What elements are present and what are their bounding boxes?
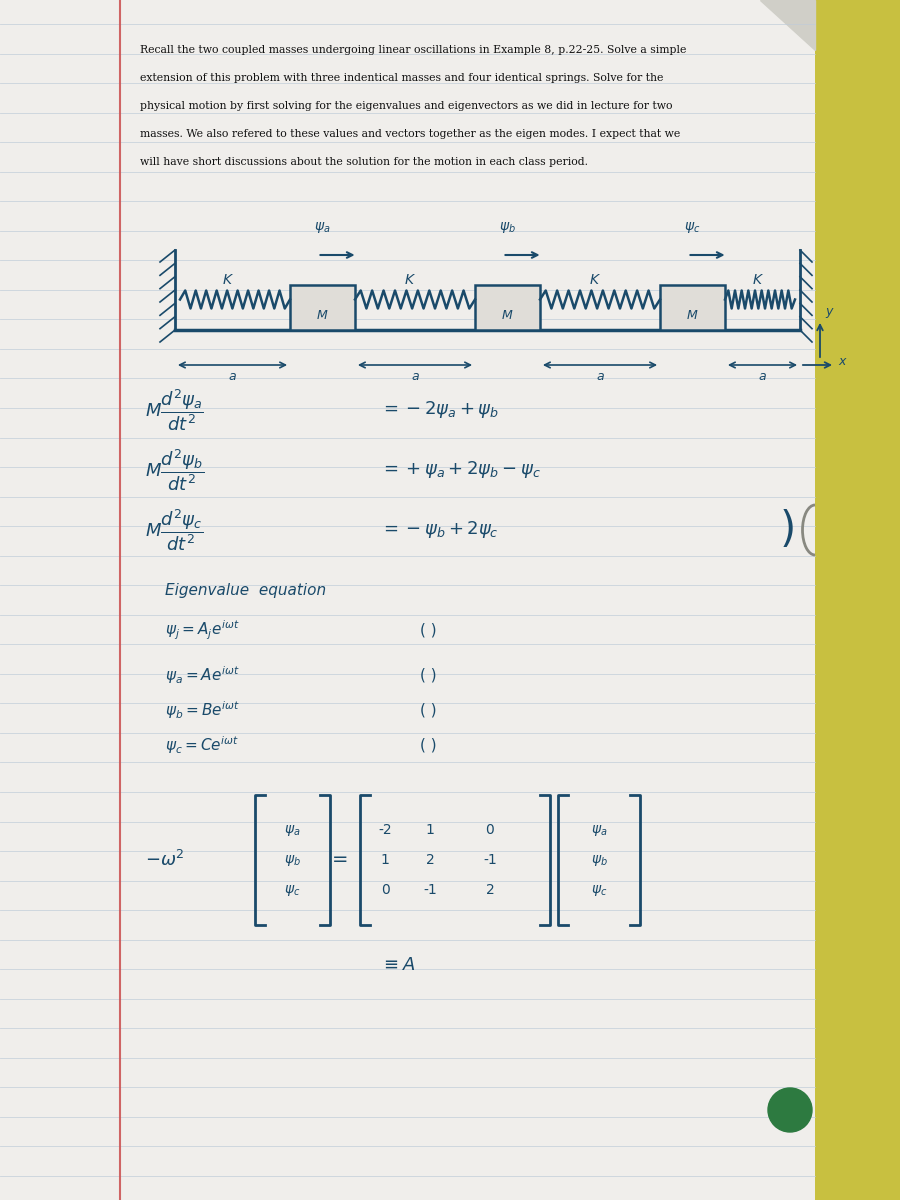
Text: 1: 1 (426, 823, 435, 838)
Text: ( ): ( ) (420, 667, 436, 683)
Text: ( ): ( ) (420, 623, 436, 637)
Text: a: a (596, 370, 604, 383)
Text: $-\omega^2$: $-\omega^2$ (145, 850, 184, 870)
Text: extension of this problem with three indentical masses and four identical spring: extension of this problem with three ind… (140, 73, 663, 83)
Text: $\psi_a$: $\psi_a$ (284, 822, 301, 838)
Text: $\psi_c$: $\psi_c$ (684, 220, 701, 235)
Text: $\psi_c$: $\psi_c$ (590, 882, 608, 898)
Text: $\psi_c$: $\psi_c$ (284, 882, 301, 898)
Text: -1: -1 (483, 853, 497, 866)
Text: $M\dfrac{d^2\psi_b}{dt^2}$: $M\dfrac{d^2\psi_b}{dt^2}$ (145, 448, 204, 493)
Text: ( ): ( ) (420, 702, 436, 718)
Text: $\psi_a$: $\psi_a$ (314, 220, 330, 235)
Text: =: = (332, 851, 348, 870)
Text: $\psi_b$: $\psi_b$ (284, 852, 301, 868)
Text: $M\dfrac{d^2\psi_a}{dt^2}$: $M\dfrac{d^2\psi_a}{dt^2}$ (145, 388, 204, 433)
Text: $\psi_b$: $\psi_b$ (590, 852, 608, 868)
Text: ( ): ( ) (420, 738, 436, 752)
Text: K: K (752, 274, 761, 288)
Text: Recall the two coupled masses undergoing linear oscillations in Example 8, p.22-: Recall the two coupled masses undergoing… (140, 44, 687, 55)
Text: y: y (825, 305, 833, 318)
Text: $\psi_b$: $\psi_b$ (500, 220, 516, 235)
Circle shape (768, 1088, 812, 1132)
Text: $\equiv A$: $\equiv A$ (380, 956, 415, 974)
Text: a: a (411, 370, 418, 383)
Text: x: x (838, 355, 845, 368)
Text: ): ) (780, 509, 796, 551)
Text: -2: -2 (378, 823, 392, 838)
Text: $= -\psi_b + 2\psi_c$: $= -\psi_b + 2\psi_c$ (380, 520, 499, 540)
Text: $\psi_c = Ce^{i\omega t}$: $\psi_c = Ce^{i\omega t}$ (165, 734, 239, 756)
Text: a: a (759, 370, 766, 383)
Text: Eigenvalue  equation: Eigenvalue equation (165, 582, 326, 598)
Text: masses. We also refered to these values and vectors together as the eigen modes.: masses. We also refered to these values … (140, 128, 680, 139)
Polygon shape (760, 0, 815, 50)
Text: a: a (229, 370, 237, 383)
Text: $\psi_a$: $\psi_a$ (590, 822, 608, 838)
Text: K: K (405, 274, 414, 288)
Text: M: M (687, 308, 698, 322)
Text: 0: 0 (486, 823, 494, 838)
Text: $= -2\psi_a + \psi_b$: $= -2\psi_a + \psi_b$ (380, 400, 500, 420)
Text: $M\dfrac{d^2\psi_c}{dt^2}$: $M\dfrac{d^2\psi_c}{dt^2}$ (145, 508, 203, 553)
Text: physical motion by first solving for the eigenvalues and eigenvectors as we did : physical motion by first solving for the… (140, 101, 672, 110)
Text: 1: 1 (381, 853, 390, 866)
Text: K: K (590, 274, 599, 288)
Text: $\psi_a = Ae^{i\omega t}$: $\psi_a = Ae^{i\omega t}$ (165, 664, 239, 686)
Bar (660, 284, 725, 330)
Text: 2: 2 (426, 853, 435, 866)
Text: $= +\psi_a + 2\psi_b - \psi_c$: $= +\psi_a + 2\psi_b - \psi_c$ (380, 460, 541, 480)
Text: 0: 0 (381, 883, 390, 898)
Text: $\psi_b = Be^{i\omega t}$: $\psi_b = Be^{i\omega t}$ (165, 700, 240, 721)
Text: M: M (317, 308, 328, 322)
Bar (290, 284, 355, 330)
Bar (475, 284, 540, 330)
Text: $\psi_j = A_j e^{i\omega t}$: $\psi_j = A_j e^{i\omega t}$ (165, 618, 239, 642)
Text: M: M (502, 308, 513, 322)
Text: -1: -1 (423, 883, 436, 898)
Text: K: K (222, 274, 231, 288)
Text: 2: 2 (486, 883, 494, 898)
Text: will have short discussions about the solution for the motion in each class peri: will have short discussions about the so… (140, 157, 588, 167)
